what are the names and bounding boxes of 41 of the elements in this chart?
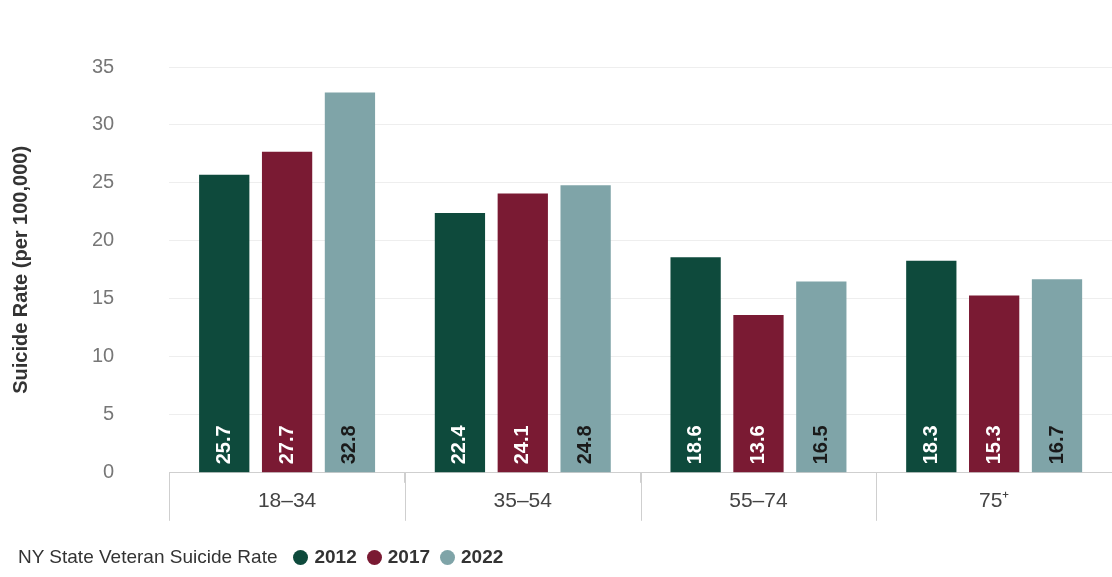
y-tick-label: 25 [92,170,115,193]
data-label: 18.3 [918,425,941,465]
bar [261,151,313,473]
y-tick-label: 0 [103,460,115,483]
bar [560,185,611,473]
bar [324,92,376,473]
data-label: 22.4 [447,424,470,465]
y-tick-label: 35 [92,54,115,77]
y-tick-label: 20 [92,228,115,251]
data-label: 13.6 [745,425,768,465]
legend-title: NY State Veteran Suicide Rate [18,546,278,568]
y-tick-label: 30 [92,112,115,135]
y-axis-title: Suicide Rate (per 100,000) [8,145,31,394]
bar [906,260,957,473]
data-label: 16.5 [808,425,831,465]
data-label: 16.7 [1044,425,1067,465]
data-label: 18.6 [683,425,706,465]
x-tick-label: 75⁺ [978,488,1010,512]
x-tick-label: 55–74 [729,488,788,512]
bar [199,174,250,473]
bar [1031,279,1083,473]
y-tick-label: 5 [103,402,115,425]
data-label: 24.1 [510,425,533,465]
data-label: 32.8 [337,425,360,465]
bar [434,213,486,473]
bar [497,193,548,473]
bar [670,257,721,473]
legend-label: 2017 [387,546,431,568]
data-label: 27.7 [274,425,297,465]
y-tick-label: 10 [92,344,115,367]
bar [969,295,1020,473]
data-label: 15.3 [981,425,1004,465]
data-label: 25.7 [211,425,234,465]
bar [796,281,847,473]
x-tick-label: 35–54 [493,488,553,512]
y-tick-label: 15 [92,286,115,309]
data-label: 24.8 [573,425,596,465]
legend-label: 2012 [314,546,357,568]
legend-label: 2022 [461,546,504,568]
bar [733,315,784,473]
x-tick-label: 18–34 [257,488,317,512]
